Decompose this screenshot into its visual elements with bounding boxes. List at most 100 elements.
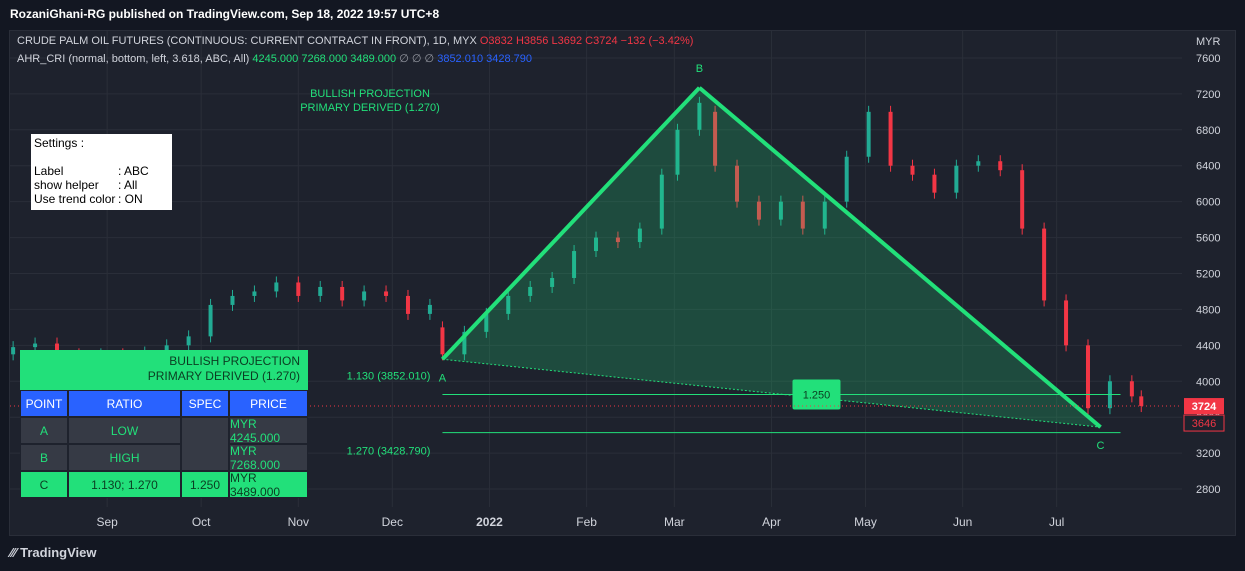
candle-body (484, 313, 489, 332)
brand-text: TradingView (20, 545, 97, 560)
table-row: B HIGH MYR 7268.000 (20, 444, 308, 472)
table-title-line2: PRIMARY DERIVED (1.270) (147, 369, 300, 383)
cell-point: C (20, 471, 68, 498)
candle-body (440, 327, 445, 355)
y-tick-label: 6000 (1196, 197, 1220, 209)
candle-body (910, 165, 915, 175)
settings-box: Settings : Label: ABC show helper: All U… (31, 134, 172, 210)
table-title-line1: BULLISH PROJECTION (169, 354, 300, 368)
y-tick-label: 4000 (1196, 376, 1220, 388)
settings-row-trend: Use trend color: ON (34, 192, 143, 206)
indicator-legend: AHR_CRI (normal, bottom, left, 3.618, AB… (17, 52, 532, 65)
candle-body (296, 282, 301, 296)
close-value: 3724 (593, 35, 618, 47)
candle-body (976, 161, 981, 166)
y-tick-label: 5600 (1196, 233, 1220, 245)
candle-body (362, 291, 367, 301)
x-tick-label: Apr (762, 515, 781, 529)
y-tick-label: 4800 (1196, 304, 1220, 316)
point-label-c: C (1097, 440, 1105, 452)
open-label: O (479, 35, 489, 47)
y-tick-label: 5200 (1196, 268, 1220, 280)
abc-triangle-fill (442, 87, 1101, 428)
settings-row-helper: show helper: All (34, 178, 138, 192)
candle-body (659, 174, 664, 229)
candle-body (697, 102, 702, 130)
candle-body (1042, 228, 1047, 301)
candle-body (866, 111, 871, 157)
projection-table: POINT RATIO SPEC PRICE A LOW MYR 4245.00… (20, 390, 308, 499)
x-tick-label: Feb (576, 515, 597, 529)
candle-body (528, 286, 533, 296)
tv-logo-icon: ⁄⁄⁄ (10, 545, 21, 560)
change-value: −132 (−3.42%) (620, 35, 694, 47)
header-price: PRICE (229, 390, 308, 417)
candle-body (756, 201, 761, 220)
candle-body (844, 156, 849, 202)
settings-row-label: Label: ABC (34, 164, 149, 178)
y-tick-label: 6800 (1196, 125, 1220, 137)
table-row: A LOW MYR 4245.000 (20, 417, 308, 445)
candle-body (384, 291, 389, 296)
candle-body (252, 291, 257, 296)
x-tick-label: Jun (953, 515, 972, 529)
second-price-label: 3646 (1192, 418, 1216, 430)
candle-body (713, 111, 718, 166)
candle-body (637, 228, 642, 243)
candle-body (822, 201, 827, 229)
projection-level-label: 1.270 (3428.790) (347, 446, 431, 458)
low-label: L (551, 35, 558, 47)
spec-box (792, 379, 841, 410)
cell-ratio: LOW (68, 417, 181, 444)
candle-body (405, 295, 410, 314)
indicator-value-1: 4245.000 (252, 53, 299, 65)
indicator-value-7: 3852.010 (437, 53, 484, 65)
cell-spec: 1.250 (181, 471, 229, 498)
y-tick-label: 3200 (1196, 448, 1220, 460)
point-label-b: B (696, 63, 703, 75)
candle-body (954, 165, 959, 193)
x-tick-label: Jul (1049, 515, 1064, 529)
candle-body (1139, 396, 1144, 407)
candle-body (230, 295, 235, 305)
indicator-value-6: ∅ (424, 53, 435, 65)
x-tick-label: Sep (96, 515, 118, 529)
last-price-label: 3724 (1192, 401, 1217, 413)
cell-price: MYR 3489.000 (229, 471, 308, 499)
x-tick-label: Mar (664, 515, 685, 529)
x-tick-label: Dec (382, 515, 403, 529)
candle-body (55, 343, 60, 355)
candle-body (550, 277, 555, 287)
leg-ab (440, 86, 701, 361)
y-axis-unit: MYR (1196, 36, 1221, 48)
candle-body (572, 251, 577, 278)
last-price-tag (1184, 398, 1224, 415)
indicator-value-5: ∅ (411, 53, 422, 65)
candle-body (735, 165, 740, 202)
header-spec: SPEC (181, 390, 229, 417)
candle-body (318, 286, 323, 296)
cell-price: MYR 7268.000 (229, 444, 308, 472)
indicator-name: AHR_CRI (normal, bottom, left, 3.618, AB… (17, 53, 250, 65)
indicator-value-2: 7268.000 (301, 53, 348, 65)
symbol-name: CRUDE PALM OIL FUTURES (CONTINUOUS: CURR… (17, 35, 477, 47)
candle-body (1064, 300, 1069, 346)
cell-point: B (20, 444, 68, 471)
candle-body (340, 286, 345, 301)
candle-body (594, 237, 598, 252)
y-tick-label: 2800 (1196, 484, 1220, 496)
top-bar: RozaniGhani-RG published on TradingView.… (0, 0, 1245, 30)
header-ratio: RATIO (68, 390, 181, 417)
y-tick-label: 7200 (1196, 89, 1220, 101)
x-tick-label: Nov (288, 515, 309, 529)
candle-body (427, 304, 432, 314)
indicator-value-3: 3489.000 (350, 53, 397, 65)
cell-ratio: HIGH (68, 444, 181, 471)
projection-level-label: 1.130 (3852.010) (347, 371, 431, 383)
candle-body (11, 347, 16, 355)
candle-body (33, 343, 38, 348)
y-tick-label: 4400 (1196, 340, 1220, 352)
settings-title: Settings : (34, 136, 85, 150)
tradingview-logo[interactable]: ⁄⁄⁄ TradingView (10, 545, 96, 560)
open-value: 3832 (488, 35, 513, 47)
